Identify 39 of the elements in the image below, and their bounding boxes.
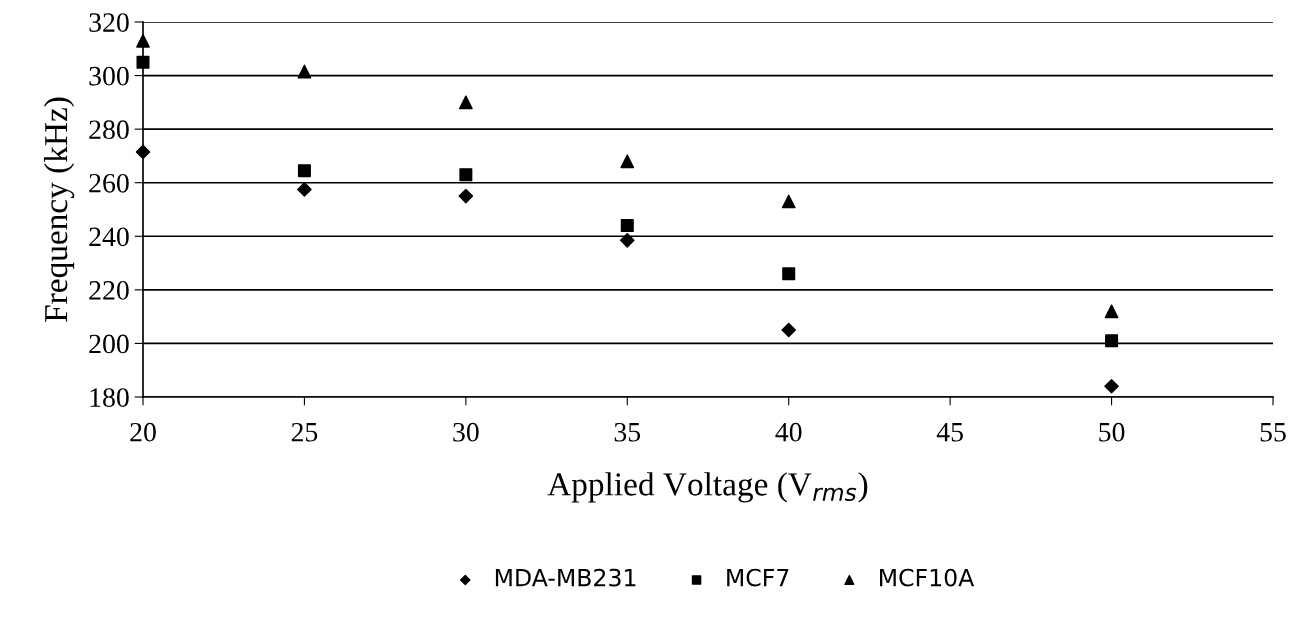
point (782, 267, 796, 281)
point (781, 322, 796, 338)
legend-label: MDA-MB231 (495, 568, 636, 587)
x-tick-label: 40 (775, 422, 802, 442)
legend-label: MCF10A (880, 568, 975, 587)
point (136, 55, 150, 69)
y-tick-label: 200 (89, 334, 129, 354)
point (620, 219, 634, 233)
y-tick-label: 320 (89, 13, 129, 32)
point (1105, 334, 1119, 348)
point (458, 188, 474, 204)
y-tick-label: 260 (89, 173, 129, 193)
y-tick-label: 280 (89, 120, 129, 140)
x-tick-label: 30 (453, 422, 479, 442)
point (297, 164, 311, 178)
point (297, 182, 312, 197)
x-tick-label: 25 (291, 422, 318, 442)
x-tick-label: 45 (936, 422, 963, 442)
x-tick-label: 20 (130, 422, 156, 442)
y-tick-label: 180 (90, 388, 129, 407)
point (297, 64, 312, 79)
point (620, 154, 635, 169)
point (1104, 304, 1119, 319)
y-tick-label: 300 (89, 66, 129, 86)
x-tick-label: 35 (614, 422, 641, 442)
point (781, 194, 796, 209)
point (1104, 379, 1119, 394)
y-tick-label: 220 (89, 281, 129, 300)
point (458, 95, 473, 110)
y-tick-label: 240 (89, 227, 129, 247)
x-tick-label: 55 (1260, 423, 1286, 442)
point (136, 33, 150, 48)
legend-label: MCF7 (727, 568, 789, 587)
y-axis-title: Frequency (kHz) (43, 97, 75, 322)
x-tick-label: 50 (1099, 422, 1125, 442)
point (459, 168, 473, 182)
point (135, 144, 151, 160)
x-axis-title: Applied Voltage (V$_{rms}$) (547, 472, 868, 503)
point (620, 233, 635, 248)
